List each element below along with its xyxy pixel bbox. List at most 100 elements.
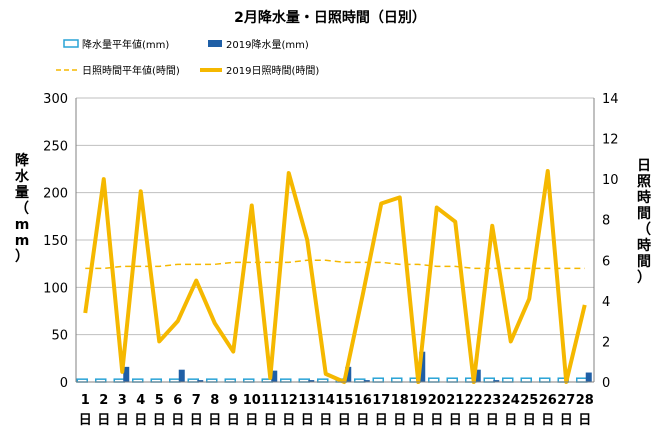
left-tick-label: 50 [51,329,68,344]
x-tick-label: 7 [192,393,201,408]
x-tick-unit: 日 [264,413,277,428]
legend-label: 2019日照時間(時間) [226,65,319,77]
legend-label: 日照時間平年値(時間) [82,64,180,77]
left-tick-label: 150 [43,234,68,249]
left-axis-label-char: m [15,233,30,249]
x-tick-unit: 日 [578,413,591,428]
x-tick-label: 10 [243,393,261,408]
bar-2019-precip [419,351,426,382]
bar-2019-precip [585,372,592,382]
bar-2019-precip [271,370,278,382]
legend-swatch [63,39,79,48]
bar-2019-precip [345,366,352,382]
x-tick-label: 4 [136,393,145,408]
left-tick-label: 250 [43,139,68,154]
bar-2019-precip [123,366,130,382]
x-tick-unit: 日 [301,413,314,428]
left-axis-label-char: （ [15,201,29,217]
x-tick-unit: 日 [190,413,203,428]
left-tick-label: 0 [60,376,68,391]
legend-swatch [208,40,222,47]
x-tick-label: 3 [118,393,127,408]
x-tick-label: 1 [81,393,90,408]
bar-normal-precip [446,377,458,383]
x-tick-label: 17 [372,393,390,408]
x-tick-unit: 日 [319,413,332,428]
x-tick-unit: 日 [245,413,258,428]
legend-label: 2019降水量(mm) [226,38,309,51]
right-axis-label: 日照時間（時間） [637,158,651,286]
x-tick-label: 8 [210,393,219,408]
x-tick-label: 13 [298,393,316,408]
right-axis-label-char: 時 [637,189,651,206]
left-tick-label: 200 [43,187,68,202]
x-tick-unit: 日 [523,413,536,428]
x-tick-label: 14 [317,393,335,408]
x-tick-unit: 日 [79,413,92,428]
legend-label: 降水量平年値(mm) [82,38,169,51]
x-tick-label: 22 [465,393,483,408]
x-tick-label: 18 [391,393,409,408]
right-tick-label: 12 [602,133,619,148]
left-tick-label: 100 [43,281,68,296]
right-tick-label: 6 [602,254,610,269]
x-tick-unit: 日 [560,413,573,428]
line-normal-sunshine [85,259,585,270]
x-tick-label: 12 [280,393,298,408]
x-tick-unit: 日 [171,413,184,428]
left-axis-ticks: 0 50 100 150 200 250 300 [43,92,68,391]
bar-2019-precip [197,380,204,382]
x-tick-label: 9 [229,393,238,408]
left-tick-label: 300 [43,92,68,107]
x-tick-label: 20 [428,393,446,408]
x-tick-label: 28 [576,393,594,408]
right-tick-label: 2 [602,335,610,350]
bar-2019-precip [308,380,315,382]
bar-normal-precip [576,377,588,383]
bar-normal-precip [428,377,440,383]
right-axis-label-char: 照 [637,174,651,190]
left-axis-label-char: 降 [15,152,30,169]
x-tick-unit: 日 [208,413,221,428]
x-tick-unit: 日 [338,413,351,428]
x-tick-unit: 日 [153,413,166,428]
right-tick-label: 8 [602,214,610,229]
bar-2019-precip [493,380,500,382]
x-tick-unit: 日 [486,413,499,428]
x-tick-unit: 日 [393,413,406,428]
right-tick-label: 10 [602,173,619,188]
x-tick-label: 24 [502,393,520,408]
right-axis-label-char: （ [637,222,651,238]
left-axis-label-char: m [15,217,30,233]
line-2019-sunshine [83,169,587,384]
x-tick-unit: 日 [541,413,554,428]
x-tick-unit: 日 [412,413,425,428]
x-tick-unit: 日 [467,413,480,428]
bar-normal-precip [391,377,403,383]
x-tick-label: 11 [261,393,279,408]
x-tick-unit: 日 [449,413,462,428]
bar-2019-precip [474,369,481,382]
x-tick-label: 27 [557,393,575,408]
bar-normal-precip [483,377,495,383]
x-tick-label: 25 [520,393,538,408]
right-tick-label: 14 [602,92,619,107]
x-tick-unit: 日 [430,413,443,428]
right-axis-label-char: 日 [637,158,651,174]
lines-layer [83,169,587,384]
bar-2019-precip [363,380,370,382]
x-tick-label: 2 [99,393,108,408]
bar-normal-precip [539,377,551,383]
bar-normal-precip [372,377,384,383]
x-tick-unit: 日 [134,413,147,428]
right-axis-label-char: 時 [637,237,651,254]
left-axis-label: 降水量（mm） [15,152,30,265]
legend: 降水量平年値(mm) 2019降水量(mm) 日照時間平年値(時間) 2019日照時間… [56,38,319,77]
x-tick-label: 21 [446,393,464,408]
x-tick-label: 26 [539,393,557,408]
axes-layer [75,98,595,383]
x-tick-label: 19 [409,393,427,408]
left-axis-label-char: 水 [15,168,30,185]
